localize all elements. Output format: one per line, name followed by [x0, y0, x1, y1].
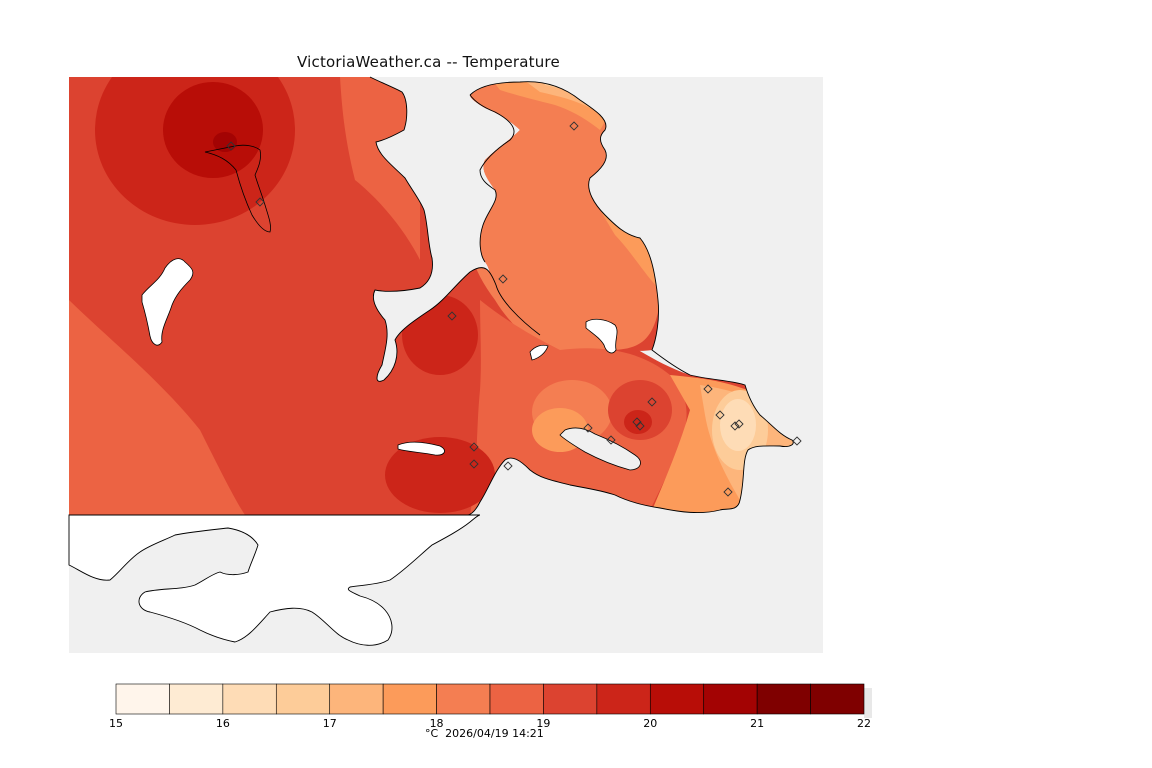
legend-swatch — [649, 683, 705, 715]
legend-swatch — [382, 683, 437, 715]
harbour-inlet — [559, 427, 641, 471]
lake-outline — [141, 258, 194, 346]
diamond-icon — [730, 421, 740, 431]
station-markers — [226, 121, 802, 497]
legend-swatch — [756, 683, 811, 715]
map-title: VictoriaWeather.ca -- Temperature — [297, 53, 560, 71]
diamond-icon — [469, 459, 479, 469]
legend-tick-label: 21 — [750, 717, 764, 730]
diamond-icon — [792, 436, 802, 446]
legend-tick-label: 15 — [109, 717, 123, 730]
diamond-icon — [632, 417, 642, 427]
diamond-icon — [255, 197, 265, 207]
legend-swatch — [275, 683, 331, 715]
legend-caption: °C 2026/04/19 14:21 — [425, 727, 544, 740]
diamond-icon — [226, 141, 236, 151]
lake-outline — [585, 318, 618, 354]
southern-landmass — [68, 514, 481, 646]
legend-swatch — [596, 683, 651, 715]
diamond-icon — [715, 410, 725, 420]
legend-tick-label: 20 — [643, 717, 657, 730]
legend-tick-label: 17 — [323, 717, 337, 730]
diamond-icon — [447, 311, 457, 321]
lake-outline — [529, 344, 549, 361]
legend-swatch — [329, 683, 384, 715]
legend-swatch — [169, 683, 224, 715]
lake-outline — [397, 441, 445, 456]
legend-swatch — [489, 683, 544, 715]
diamond-icon — [469, 442, 479, 452]
legend-swatch — [810, 683, 865, 715]
legend-ticks: 15 16 17 18 19 20 21 22 — [109, 717, 871, 730]
legend-swatch — [222, 683, 277, 715]
diamond-icon — [647, 397, 657, 407]
legend-swatch — [703, 683, 758, 715]
legend-swatch — [436, 683, 491, 715]
diamond-icon — [703, 384, 713, 394]
diamond-icon — [635, 421, 645, 431]
legend-tick-label: 22 — [857, 717, 871, 730]
diamond-icon — [503, 461, 513, 471]
diamond-icon — [498, 274, 508, 284]
color-legend — [115, 683, 872, 718]
legend-tick-label: 19 — [536, 717, 550, 730]
diamond-icon — [606, 435, 616, 445]
diamond-icon — [583, 423, 593, 433]
diamond-icon — [723, 487, 733, 497]
diamond-icon — [569, 121, 579, 131]
legend-shadow — [864, 688, 872, 718]
legend-tick-label: 16 — [216, 717, 230, 730]
coastline — [369, 76, 794, 516]
lake-outline — [204, 144, 271, 233]
legend-tick-label: 18 — [430, 717, 444, 730]
diamond-icon — [734, 419, 744, 429]
legend-swatch — [543, 683, 598, 715]
legend-swatch — [115, 683, 170, 715]
